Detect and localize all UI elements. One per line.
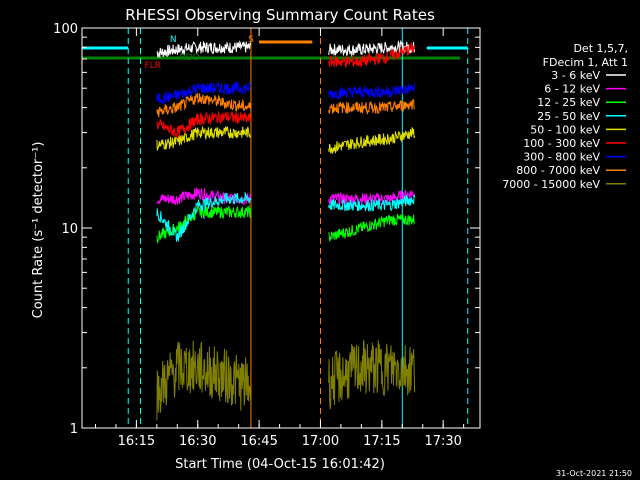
x-axis-label: Start Time (04-Oct-15 16:01:42) <box>175 457 385 472</box>
legend-header-2: FDecim 1, Att 1 <box>543 56 628 69</box>
timestamp: 31-Oct-2021 21:50 <box>556 469 632 478</box>
series-6 <box>156 81 416 105</box>
series-0-segment-0 <box>156 39 252 58</box>
flag-label-1: RDO <box>179 53 199 63</box>
series-5-segment-1 <box>328 42 416 69</box>
legend-label-2: 12 - 25 keV <box>537 96 600 109</box>
series-5 <box>156 42 416 139</box>
series-0 <box>156 39 416 58</box>
x-tick-label-2: 16:45 <box>240 434 277 449</box>
legend-label-6: 300 - 800 keV <box>523 151 600 164</box>
y-tick-label-0: 1 <box>70 422 78 437</box>
legend-label-8: 7000 - 15000 keV <box>502 178 600 191</box>
flag-label-2: FLR <box>145 61 161 71</box>
series-7 <box>156 93 415 118</box>
y-tick-label-1: 10 <box>61 222 78 237</box>
series-8-segment-0 <box>156 340 252 421</box>
series-3 <box>156 191 416 242</box>
legend-label-3: 25 - 50 keV <box>537 110 600 123</box>
y-axis-label: Count Rate (s⁻¹ detector⁻¹) <box>31 142 46 319</box>
series-4-segment-1 <box>328 127 416 154</box>
legend-label-7: 800 - 7000 keV <box>516 164 600 177</box>
x-tick-label-4: 17:15 <box>363 434 400 449</box>
series-5-segment-0 <box>156 111 252 139</box>
flag-label-3: S <box>248 35 254 45</box>
series-6-segment-0 <box>156 81 252 105</box>
chart-title: RHESSI Observing Summary Count Rates <box>125 6 435 24</box>
series-6-segment-1 <box>328 82 416 100</box>
x-tick-label-0: 16:15 <box>118 434 155 449</box>
series-7-segment-1 <box>328 98 415 115</box>
series-7-segment-0 <box>156 93 252 118</box>
series-8-segment-1 <box>328 339 416 410</box>
flag-label-0: N <box>170 35 177 45</box>
series-0-segment-1 <box>328 39 416 58</box>
y-tick-label-2: 100 <box>53 22 78 37</box>
series-2-segment-1 <box>328 213 416 242</box>
legend-label-1: 6 - 12 keV <box>544 83 600 96</box>
x-tick-label-5: 17:30 <box>424 434 461 449</box>
series-2-segment-0 <box>156 204 252 245</box>
legend-label-4: 50 - 100 keV <box>530 123 600 136</box>
series-2 <box>156 204 416 245</box>
series-8 <box>156 339 416 421</box>
x-tick-label-3: 17:00 <box>302 434 339 449</box>
axes-frame: 16:15 16:30 16:45 17:00 17:15 17:30 1 10 100 <box>53 22 481 449</box>
legend-label-5: 100 - 300 keV <box>523 137 600 150</box>
series-4 <box>156 125 416 154</box>
legend-header-1: Det 1,5,7, <box>573 42 628 55</box>
x-tick-label-1: 16:30 <box>179 434 216 449</box>
series-3-segment-0 <box>156 191 252 242</box>
series-4-segment-0 <box>156 125 252 151</box>
legend-label-0: 3 - 6 keV <box>551 69 600 82</box>
series-3-segment-1 <box>328 194 416 212</box>
